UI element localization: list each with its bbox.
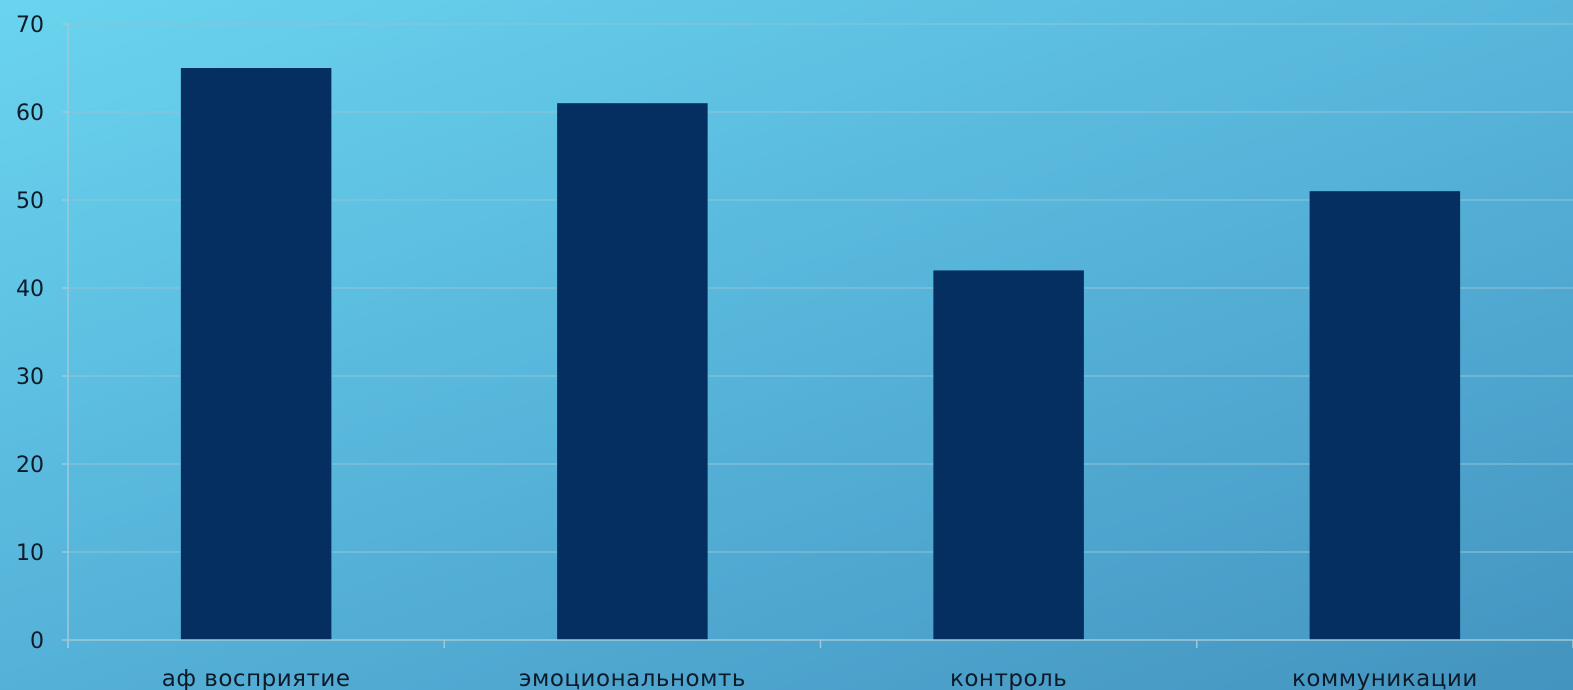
y-tick-label-70: 70 — [16, 13, 44, 38]
x-tick-label-1: аф восприятие — [162, 666, 351, 690]
y-tick-label-10: 10 — [16, 541, 44, 566]
x-tick-labels: аф восприятие эмоциональномть контроль комм… — [162, 666, 1478, 690]
bars — [180, 68, 1461, 640]
y-tick-label-40: 40 — [16, 277, 44, 302]
axes — [62, 23, 1573, 648]
y-tick-labels: 0 10 20 30 40 50 60 70 — [16, 13, 44, 654]
y-tick-label-20: 20 — [16, 453, 44, 478]
bar-1 — [180, 68, 332, 640]
x-tick-label-4: коммуникации — [1292, 666, 1478, 690]
y-tick-label-60: 60 — [16, 101, 44, 126]
y-tick-label-0: 0 — [30, 629, 44, 654]
y-tick-label-30: 30 — [16, 365, 44, 390]
bar-3 — [933, 270, 1084, 640]
x-tick-label-3: контроль — [950, 666, 1067, 690]
bar-4 — [1309, 191, 1461, 640]
x-tick-label-2: эмоциональномть — [519, 666, 746, 690]
y-tick-label-50: 50 — [16, 189, 44, 214]
bar-2 — [557, 103, 708, 640]
